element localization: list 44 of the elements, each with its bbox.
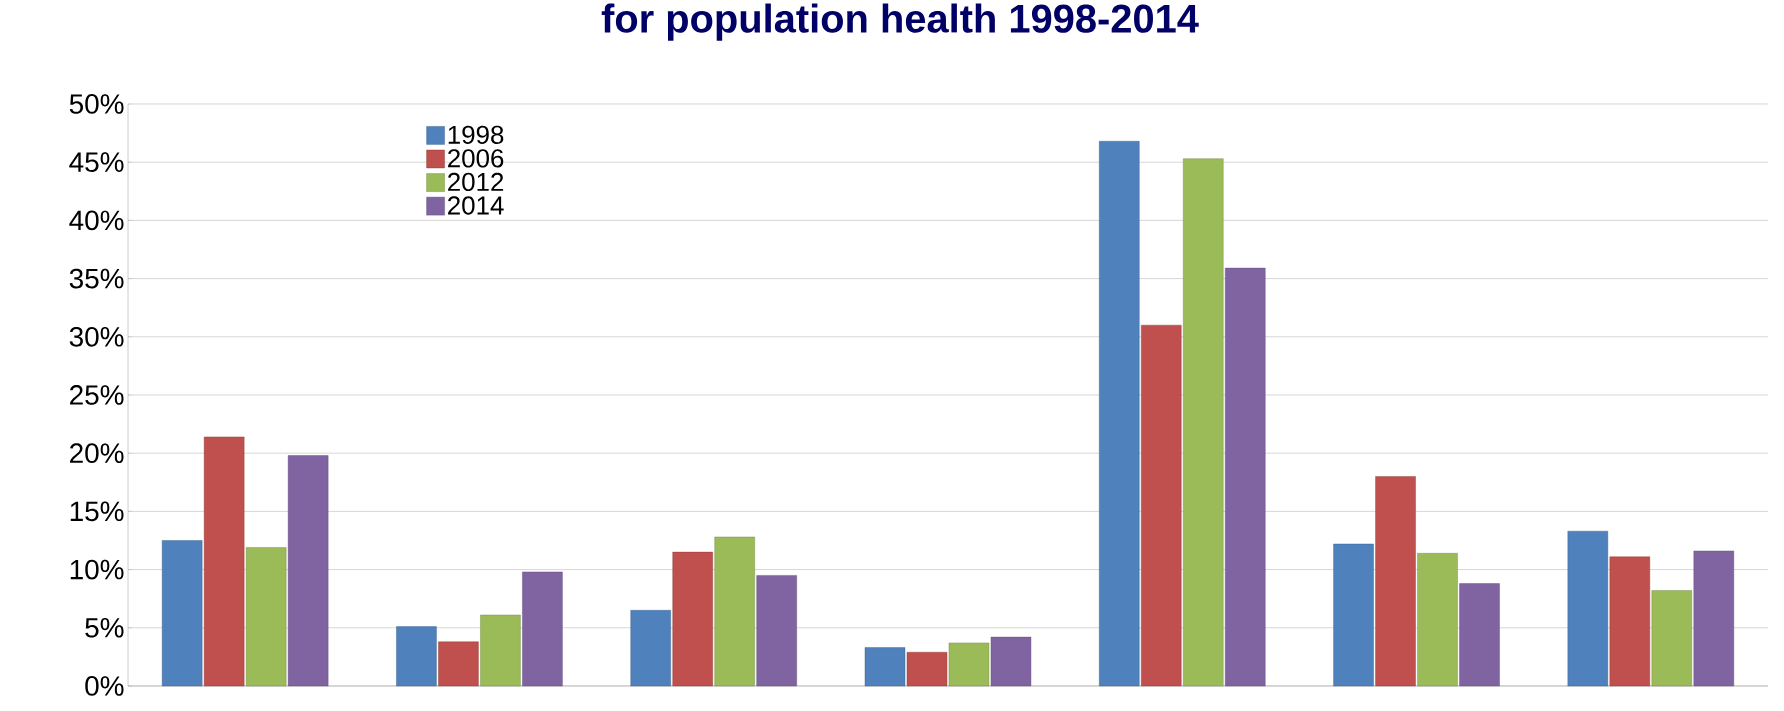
bar [245, 547, 287, 687]
bar [480, 614, 521, 687]
legend-label: 2012 [448, 172, 504, 192]
y-tick-label: 50% [69, 94, 124, 114]
chart-title: for population health 1998-2014 [601, 3, 1199, 41]
y-tick-label: 30% [69, 326, 124, 347]
bar [522, 571, 563, 687]
bar [1693, 550, 1734, 687]
bar [1099, 141, 1140, 687]
bar [672, 551, 713, 687]
bar [1333, 543, 1374, 687]
bar [1651, 590, 1693, 687]
bar [906, 652, 948, 687]
bar [756, 575, 797, 687]
bar [1183, 158, 1224, 687]
bar [714, 536, 755, 687]
bar [1459, 583, 1500, 687]
y-tick-label: 35% [69, 268, 124, 289]
bar [203, 436, 245, 687]
bar [990, 636, 1032, 687]
bar [396, 626, 437, 687]
bar [630, 610, 671, 687]
bar [1567, 530, 1609, 687]
legend-label: 2014 [448, 196, 504, 215]
y-tick-label: 15% [70, 501, 124, 522]
y-tick-label: 20% [70, 443, 124, 464]
y-tick-label: 0% [85, 676, 124, 696]
bar [1375, 476, 1416, 687]
bar [864, 647, 906, 687]
bar [287, 455, 329, 687]
legend-label: 1998 [448, 125, 504, 144]
y-tick-label: 5% [85, 617, 124, 638]
bar [948, 642, 990, 687]
bar [1141, 324, 1182, 687]
bar [438, 641, 479, 687]
legend-label: 2006 [448, 149, 504, 168]
bar [1417, 553, 1458, 687]
bar [161, 540, 203, 687]
y-tick-label: 10% [70, 559, 124, 580]
bar [1609, 556, 1651, 687]
y-tick-label: 40% [69, 210, 124, 231]
y-tick-label: 25% [70, 385, 124, 405]
bar [1225, 267, 1266, 687]
y-tick-label: 45% [69, 152, 124, 172]
